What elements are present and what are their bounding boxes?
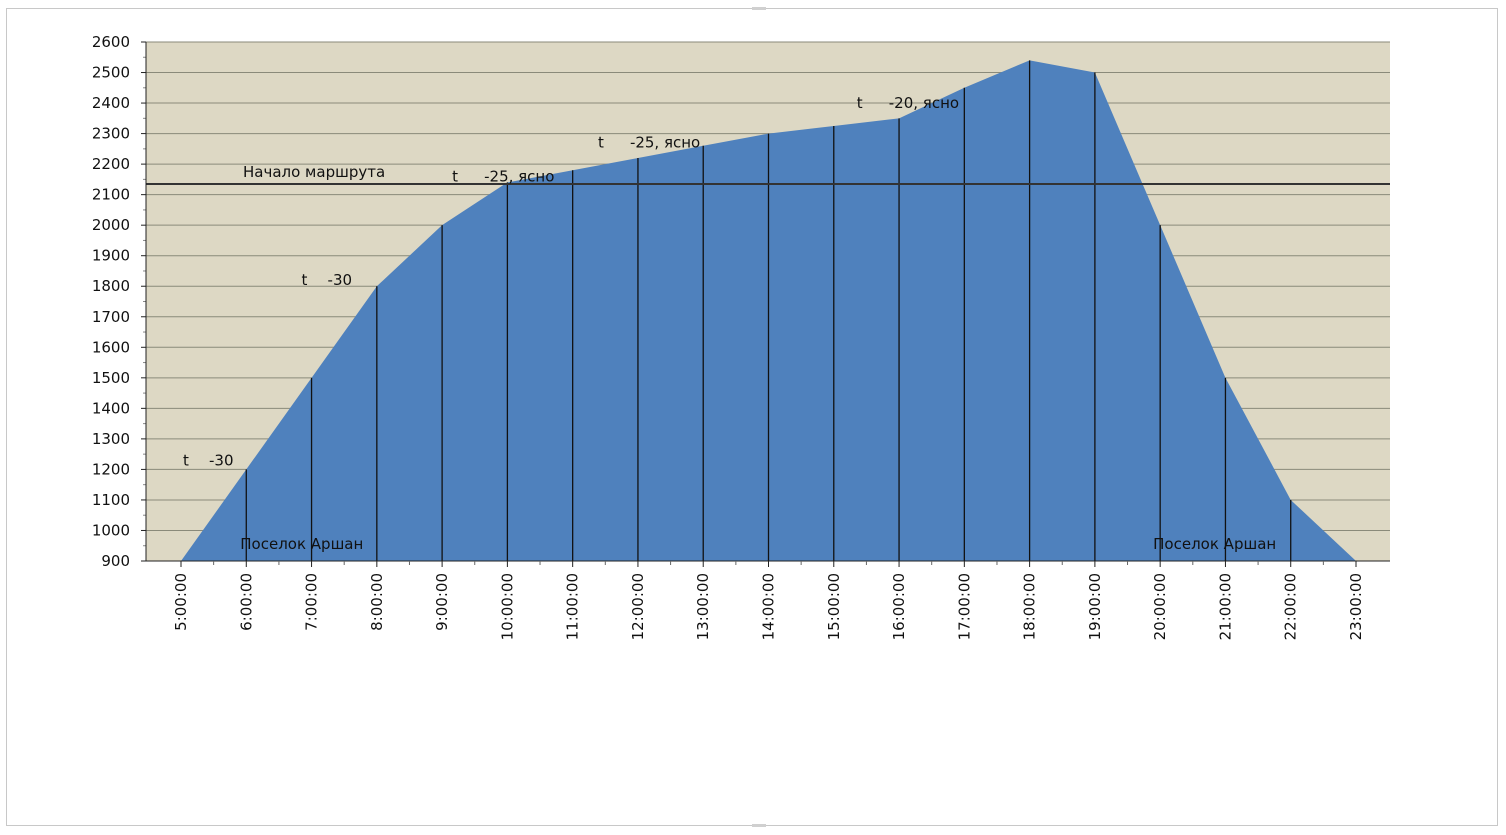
y-tick-label: 2100 xyxy=(92,186,130,204)
x-tick-label: 16:00:00 xyxy=(890,573,908,640)
y-tick-label: 1500 xyxy=(92,369,130,387)
place-label: Поселок Аршан xyxy=(240,535,363,553)
y-tick-label: 1000 xyxy=(92,521,130,539)
y-tick-label: 1300 xyxy=(92,430,130,448)
temperature-symbol: t xyxy=(452,167,458,185)
y-tick-label: 1900 xyxy=(92,247,130,265)
x-tick-label: 13:00:00 xyxy=(694,573,712,640)
y-tick-label: 2400 xyxy=(92,94,130,112)
x-tick-label: 11:00:00 xyxy=(564,573,582,640)
temperature-symbol: t xyxy=(598,134,604,152)
y-tick-label: 1600 xyxy=(92,338,130,356)
x-tick-label: 21:00:00 xyxy=(1216,573,1234,640)
y-tick-label: 2000 xyxy=(92,216,130,234)
x-tick-label: 17:00:00 xyxy=(955,573,973,640)
y-tick-label: 2500 xyxy=(92,64,130,82)
weather-annotation: -25, ясно xyxy=(484,167,554,185)
place-label: Поселок Аршан xyxy=(1153,535,1276,553)
y-tick-label: 1400 xyxy=(92,399,130,417)
x-tick-label: 7:00:00 xyxy=(303,573,321,631)
weather-annotation: -20, ясно xyxy=(889,94,959,112)
route-start-label: Начало маршрута xyxy=(243,163,385,181)
y-tick-label: 1200 xyxy=(92,460,130,478)
y-tick-label: 1100 xyxy=(92,491,130,509)
temperature-symbol: t xyxy=(302,271,308,289)
x-tick-label: 22:00:00 xyxy=(1282,573,1300,640)
y-tick-label: 1700 xyxy=(92,308,130,326)
x-tick-label: 18:00:00 xyxy=(1021,573,1039,640)
temperature-symbol: t xyxy=(183,451,189,469)
x-tick-label: 9:00:00 xyxy=(433,573,451,631)
y-tick-label: 2200 xyxy=(92,155,130,173)
y-tick-labels: 900 1000 1100 1200 1300 1400 1500 1600 1700 1800 1… xyxy=(92,33,130,570)
x-tick-label: 8:00:00 xyxy=(368,573,386,631)
y-tick-label: 2300 xyxy=(92,125,130,143)
x-tick-label: 5:00:00 xyxy=(172,573,190,631)
y-tick-label: 2600 xyxy=(92,33,130,51)
weather-annotation: -30 xyxy=(209,451,234,469)
drop-lines xyxy=(245,60,1292,561)
weather-annotation: -30 xyxy=(328,271,353,289)
x-tick-label: 15:00:00 xyxy=(825,573,843,640)
x-tick-label: 10:00:00 xyxy=(498,573,516,640)
x-tick-label: 14:00:00 xyxy=(760,573,778,640)
y-tick-label: 900 xyxy=(101,552,130,570)
axes xyxy=(141,41,1390,567)
weather-annotation: -25, ясно xyxy=(630,134,700,152)
x-tick-label: 12:00:00 xyxy=(629,573,647,640)
annotations: Начало маршрута t -30 t -30 t -25, ясно t -25, я… xyxy=(183,94,1276,553)
temperature-symbol: t xyxy=(857,94,863,112)
y-tick-label: 1800 xyxy=(92,277,130,295)
x-tick-labels: 5:00:00 6:00:00 7:00:00 8:00:00 9:00:00 10:00… xyxy=(172,573,1365,640)
x-tick-label: 23:00:00 xyxy=(1347,573,1365,640)
x-tick-label: 20:00:00 xyxy=(1151,573,1169,640)
x-tick-label: 19:00:00 xyxy=(1086,573,1104,640)
frame-top-handle[interactable] xyxy=(752,7,766,10)
x-tick-label: 6:00:00 xyxy=(237,573,255,631)
frame-bottom-handle[interactable] xyxy=(752,824,766,827)
